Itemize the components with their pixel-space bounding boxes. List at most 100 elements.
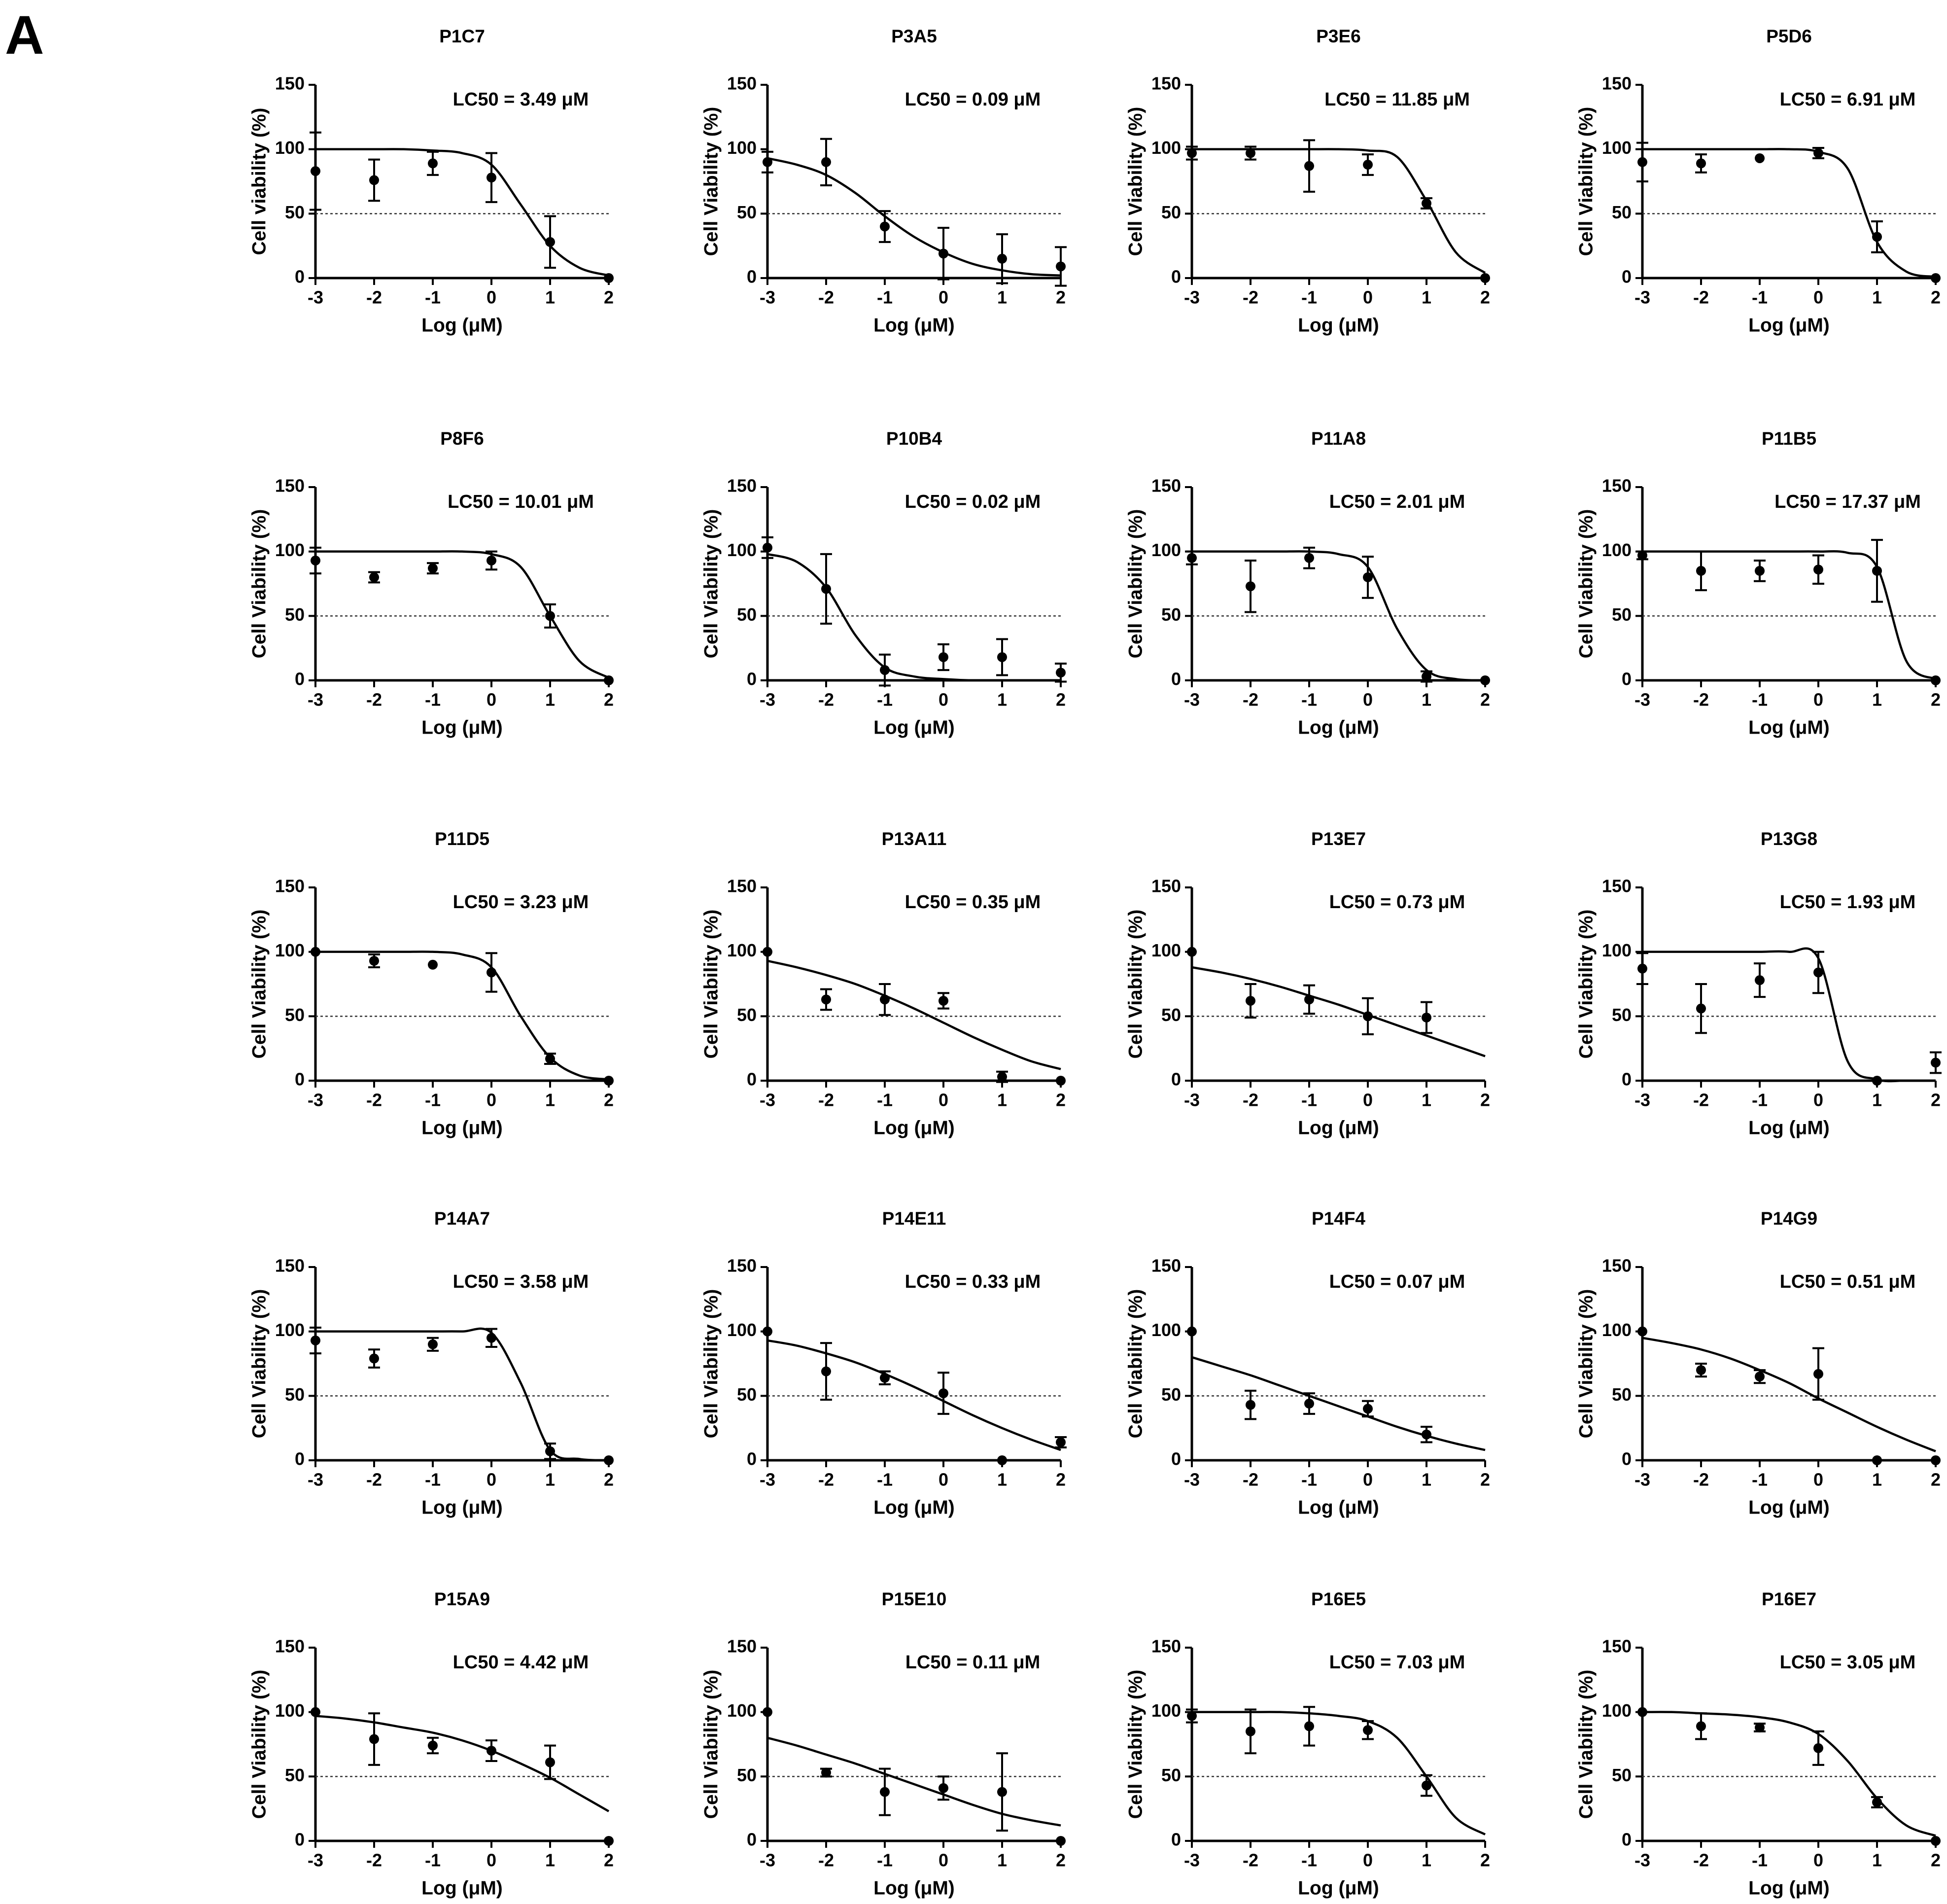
fit-curve [1642, 1337, 1936, 1452]
x-tick-label: 0 [487, 690, 496, 710]
y-tick-label: 100 [1602, 1700, 1632, 1721]
y-tick-label: 150 [1602, 1636, 1632, 1657]
x-tick-label: 0 [1363, 1850, 1373, 1870]
fit-curve [767, 157, 1061, 277]
annotation: LC50 = 0.51 μM [1780, 1271, 1916, 1292]
data-point [821, 1366, 831, 1376]
y-tick-label: 150 [275, 1256, 305, 1276]
y-tick-label: 50 [737, 1384, 757, 1405]
y-tick-label: 50 [285, 1005, 305, 1025]
chart-title: P5D6 [1766, 26, 1812, 46]
x-tick-label: 1 [1422, 1090, 1431, 1110]
x-tick-label: -1 [1752, 1850, 1768, 1870]
data-point [1872, 565, 1882, 576]
data-point [997, 253, 1007, 264]
y-tick-label: 0 [295, 1830, 305, 1850]
annotation: LC50 = 2.01 μM [1329, 492, 1465, 512]
y-tick-label: 150 [1151, 876, 1181, 896]
fit-curve [1642, 148, 1936, 278]
x-tick-label: -1 [425, 1090, 441, 1110]
data-point [604, 675, 614, 685]
y-tick-label: 50 [285, 604, 305, 625]
data-point [1931, 273, 1941, 283]
x-tick-label: 0 [1363, 1090, 1373, 1110]
y-tick-label: 0 [1622, 1449, 1632, 1469]
y-tick-label: 150 [1151, 73, 1181, 94]
fit-curve [767, 1736, 1061, 1827]
y-tick-label: 0 [747, 1449, 757, 1469]
y-tick-label: 0 [1171, 267, 1181, 287]
data-point [1422, 1429, 1431, 1440]
x-tick-label: -1 [877, 287, 893, 308]
chart-panel: P16E5 LC50 = 7.03 μM 0 50 100 150 -3 -2 -1 0 1 2 Log… [1125, 1589, 1490, 1899]
y-tick-label: 150 [727, 1636, 757, 1657]
y-tick-label: 0 [1622, 669, 1632, 689]
x-tick-label: -1 [877, 1470, 893, 1490]
annotation: LC50 = 0.11 μM [905, 1652, 1041, 1673]
y-tick-label: 50 [1161, 1384, 1181, 1405]
chart-panel: P11D5 LC50 = 3.23 μM 0 50 100 150 -3 -2 -1 0 1 2 Log… [248, 829, 614, 1139]
data-point [369, 955, 379, 966]
annotation: LC50 = 3.05 μM [1780, 1652, 1916, 1673]
data-point [1246, 995, 1255, 1006]
x-tick-label: -1 [425, 287, 441, 308]
x-tick-label: 2 [1480, 287, 1490, 308]
chart-panel: P13A11 LC50 = 0.35 μM 0 50 100 150 -3 -2 -1 0 1 2 Lo… [700, 829, 1066, 1139]
y-tick-label: 100 [1151, 1320, 1181, 1340]
x-axis-label: Log (μM) [421, 717, 503, 738]
data-point [1813, 564, 1823, 575]
data-point [1422, 1012, 1431, 1023]
y-tick-label: 150 [727, 1256, 757, 1276]
x-tick-label: -2 [818, 1090, 834, 1110]
data-point [1187, 1326, 1197, 1337]
x-tick-label: 1 [1872, 287, 1882, 308]
y-axis-label: Cell Viability (%) [1125, 107, 1146, 256]
data-point [763, 1326, 772, 1337]
y-tick-label: 0 [1622, 267, 1632, 287]
data-point [487, 555, 496, 565]
x-tick-label: 2 [604, 287, 614, 308]
y-tick-label: 100 [1602, 138, 1632, 158]
y-axis-label: Cell Viability (%) [248, 1289, 270, 1439]
fit-curve [315, 1715, 610, 1812]
x-tick-label: 0 [487, 287, 496, 308]
y-tick-label: 150 [1151, 1636, 1181, 1657]
x-tick-label: 2 [1931, 1470, 1941, 1490]
data-point [1363, 1725, 1373, 1735]
y-tick-label: 50 [737, 1765, 757, 1785]
annotation: LC50 = 11.85 μM [1324, 89, 1470, 110]
x-tick-label: 1 [997, 1850, 1007, 1870]
data-point [939, 1783, 948, 1793]
data-point [1637, 550, 1647, 561]
x-tick-label: -3 [760, 1090, 775, 1110]
y-tick-label: 50 [737, 202, 757, 222]
data-point [1872, 1797, 1882, 1807]
x-axis-label: Log (μM) [1748, 717, 1830, 738]
y-tick-label: 50 [1161, 604, 1181, 625]
data-point [428, 1740, 438, 1751]
y-tick-label: 150 [1602, 476, 1632, 496]
x-tick-label: 1 [997, 690, 1007, 710]
y-tick-label: 100 [727, 1320, 757, 1340]
y-tick-label: 0 [1171, 1449, 1181, 1469]
x-tick-label: -2 [1243, 1850, 1258, 1870]
chart-title: P14A7 [434, 1208, 490, 1229]
x-axis-label: Log (μM) [421, 315, 503, 336]
data-point [1696, 158, 1706, 169]
x-tick-label: -2 [818, 1850, 834, 1870]
chart-panel: P14G9 LC50 = 0.51 μM 0 50 100 150 -3 -2 -1 0 1 2 Log… [1575, 1208, 1941, 1518]
annotation: LC50 = 6.91 μM [1780, 89, 1916, 110]
x-axis-label: Log (μM) [421, 1877, 503, 1899]
fit-curve [1642, 1711, 1936, 1837]
x-tick-label: 2 [1931, 287, 1941, 308]
y-tick-label: 0 [747, 267, 757, 287]
data-point [1696, 1721, 1706, 1731]
chart-panel: P5D6 LC50 = 6.91 μM 0 50 100 150 -3 -2 -1 0 1 2 Log … [1575, 26, 1941, 336]
data-point [1813, 967, 1823, 978]
x-tick-label: -3 [1634, 1470, 1650, 1490]
chart-title: P13G8 [1761, 829, 1817, 849]
y-axis-label: Cell Viability (%) [1125, 1670, 1146, 1819]
x-tick-label: -1 [425, 1850, 441, 1870]
x-tick-label: 1 [1422, 1850, 1431, 1870]
data-point [604, 1076, 614, 1086]
